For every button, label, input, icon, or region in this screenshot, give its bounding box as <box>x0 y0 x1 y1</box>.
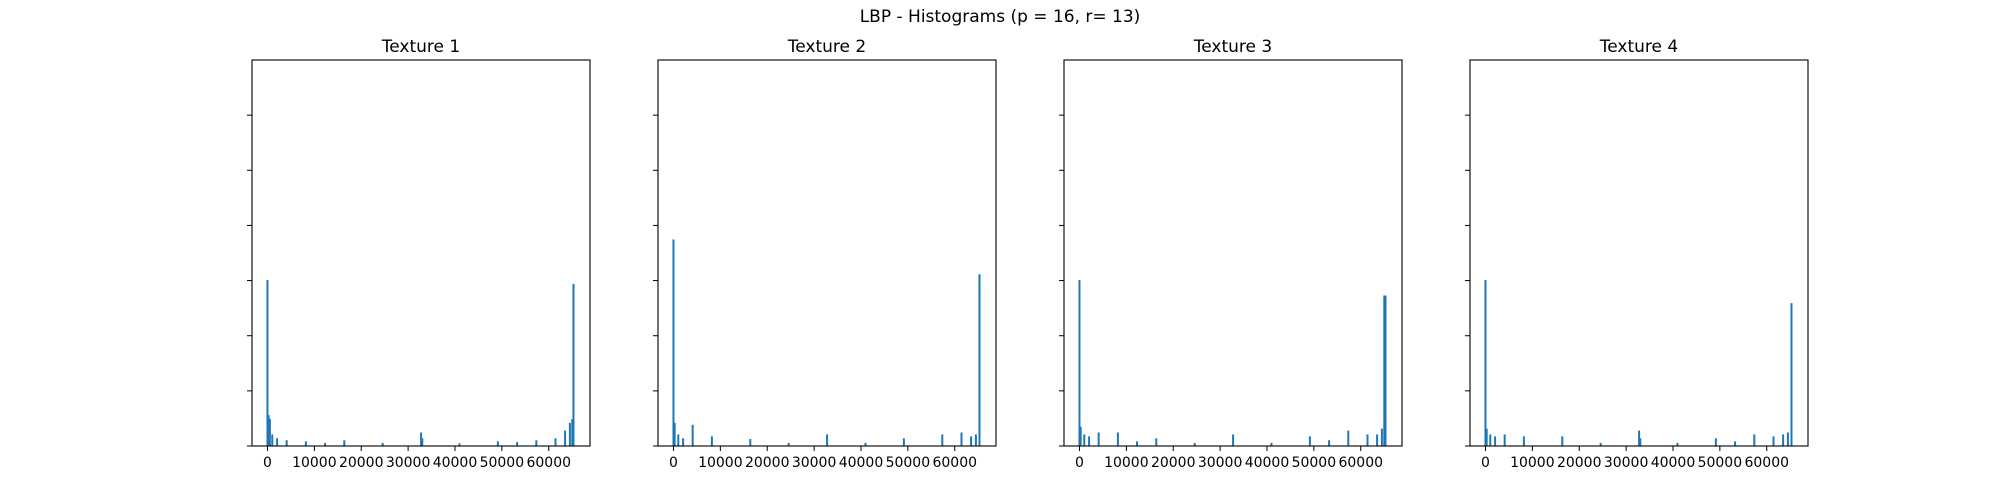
x-tick-label: 0 <box>669 455 678 471</box>
x-tick-label: 20000 <box>1557 455 1602 471</box>
x-tick-label: 30000 <box>1198 455 1243 471</box>
x-tick-label: 60000 <box>1338 455 1383 471</box>
panel-title: Texture 3 <box>1193 37 1272 57</box>
x-tick-label: 20000 <box>339 455 384 471</box>
x-tick-label: 40000 <box>1651 455 1696 471</box>
plot-frame <box>657 59 997 447</box>
x-tick-label: 50000 <box>480 455 525 471</box>
x-tick-label: 0 <box>1075 455 1084 471</box>
x-tick-label: 40000 <box>1245 455 1290 471</box>
x-tick-label: 10000 <box>292 455 337 471</box>
x-tick-label: 20000 <box>745 455 790 471</box>
panel-3: Texture 3 0 10000 20000 30000 40000 50000 60000 <box>1059 37 1403 471</box>
x-tick-label: 60000 <box>1744 455 1789 471</box>
x-tick-label: 30000 <box>792 455 837 471</box>
x-tick-label: 10000 <box>698 455 743 471</box>
x-tick-label: 10000 <box>1510 455 1555 471</box>
panel-title: Texture 2 <box>787 37 866 57</box>
x-tick-label: 20000 <box>1151 455 1196 471</box>
x-tick-label: 50000 <box>1292 455 1337 471</box>
panel-title: Texture 4 <box>1599 37 1678 57</box>
x-tick-label: 0 <box>263 455 272 471</box>
x-tick-label: 10000 <box>1104 455 1149 471</box>
x-tick-label: 40000 <box>839 455 884 471</box>
x-tick-label: 60000 <box>932 455 977 471</box>
x-tick-label: 30000 <box>1604 455 1649 471</box>
panel-1: Texture 1 0 10000 20000 30000 40000 50000 60000 <box>247 37 591 471</box>
plot-frame <box>1063 59 1403 447</box>
x-tick-label: 0 <box>1481 455 1490 471</box>
x-tick-label: 50000 <box>886 455 931 471</box>
panel-4: Texture 4 0 10000 20000 30000 40000 50000 60000 <box>1465 37 1809 471</box>
plot-frame <box>1469 59 1809 447</box>
panel-2: Texture 2 0 10000 20000 30000 40000 50000 60000 <box>653 37 997 471</box>
figure-title: LBP - Histograms (p = 16, r= 13) <box>859 7 1141 27</box>
x-tick-label: 40000 <box>433 455 478 471</box>
x-tick-label: 60000 <box>526 455 571 471</box>
panel-title: Texture 1 <box>381 37 460 57</box>
x-tick-label: 50000 <box>1698 455 1743 471</box>
x-tick-label: 30000 <box>386 455 431 471</box>
plot-frame <box>251 59 591 447</box>
